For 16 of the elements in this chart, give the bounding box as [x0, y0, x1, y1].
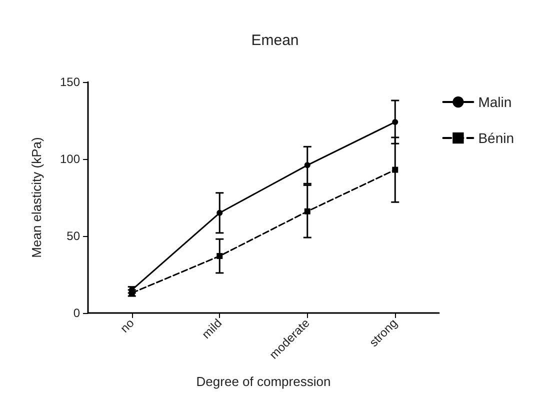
- point: [216, 253, 223, 260]
- y-tick-label: 50: [66, 229, 80, 243]
- y-tick-label: 100: [60, 152, 80, 166]
- legend-label: Malin: [478, 94, 512, 110]
- point: [304, 208, 310, 214]
- point: [216, 210, 223, 216]
- y-tick-label: 0: [73, 306, 80, 320]
- point: [392, 166, 398, 173]
- y-tick-label: 150: [60, 75, 80, 89]
- legend-label: Bénin: [478, 130, 514, 146]
- point: [392, 119, 398, 126]
- x-tick-label: no: [117, 316, 138, 336]
- chart-title: Emean: [251, 32, 299, 49]
- x-axis-title: Degree of compression: [196, 374, 331, 389]
- point: [304, 162, 310, 168]
- y-axis-title: Mean elasticity (kPa): [29, 137, 44, 258]
